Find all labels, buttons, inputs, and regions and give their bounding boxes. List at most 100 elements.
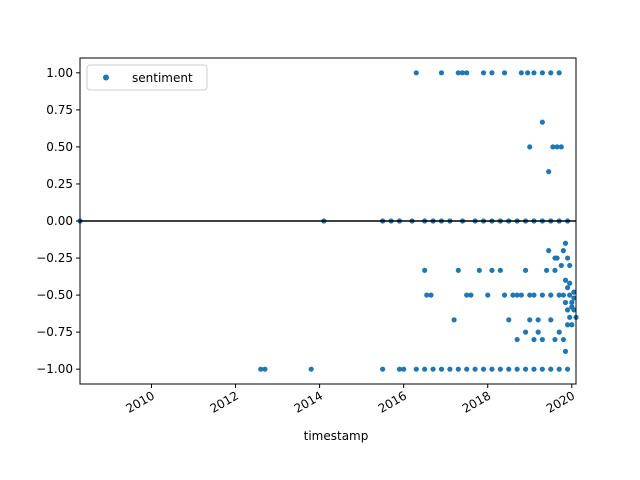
legend-box: [86, 64, 208, 91]
data-point: [497, 366, 503, 372]
data-point: [380, 366, 386, 372]
data-point: [562, 240, 569, 246]
data-point: [472, 366, 478, 372]
data-point: [506, 317, 512, 323]
data-point: [489, 267, 495, 273]
data-point: [554, 255, 560, 261]
data-point: [497, 267, 503, 273]
data-point: [535, 317, 541, 323]
y-tick-label: 0.75: [46, 103, 73, 117]
x-axis: 2010 2012 2014 2016 2018 2020: [124, 384, 577, 416]
data-point: [489, 70, 495, 76]
data-point: [468, 292, 474, 298]
data-point: [560, 248, 566, 254]
data-point: [501, 292, 508, 298]
data-point: [485, 292, 491, 298]
x-tick-label: 2010: [124, 388, 157, 415]
data-point: [539, 292, 545, 298]
legend-marker: [103, 74, 109, 81]
data-point: [447, 366, 453, 372]
x-tick-label: 2016: [376, 388, 409, 415]
data-point: [531, 70, 537, 76]
data-point: [558, 144, 564, 150]
data-point: [567, 292, 573, 298]
y-tick-label: −0.75: [36, 325, 73, 339]
data-point: [562, 348, 569, 354]
y-tick-label: −0.50: [36, 288, 73, 302]
data-point: [535, 329, 541, 335]
data-point: [422, 366, 428, 372]
data-point: [424, 292, 430, 298]
data-point: [556, 329, 562, 335]
data-point: [262, 366, 268, 372]
data-point: [518, 292, 524, 298]
data-point: [562, 299, 569, 306]
legend-label: sentiment: [132, 71, 193, 85]
data-point: [522, 329, 529, 335]
data-point: [422, 267, 428, 273]
data-point: [401, 366, 407, 372]
x-tick-label: 2020: [544, 388, 577, 415]
data-point: [522, 366, 529, 372]
data-point: [531, 292, 537, 298]
x-axis-label: timestamp: [304, 429, 369, 443]
data-point: [489, 366, 495, 372]
data-point: [430, 366, 436, 372]
data-point: [522, 267, 529, 273]
x-tick-label: 2012: [208, 388, 241, 415]
data-point: [527, 317, 533, 323]
data-point: [501, 70, 508, 76]
data-point: [560, 292, 566, 298]
data-point: [258, 366, 264, 372]
data-point: [539, 366, 545, 372]
y-tick-label: 1.00: [46, 66, 73, 80]
data-point: [531, 336, 537, 343]
data-point: [571, 295, 577, 301]
data-point: [455, 366, 461, 372]
data-point: [546, 248, 552, 254]
x-tick-label: 2014: [292, 388, 325, 415]
data-point: [571, 289, 577, 295]
y-tick-label: −1.00: [36, 362, 73, 376]
data-point: [564, 285, 571, 291]
data-point: [531, 366, 537, 372]
y-axis: 1.00 0.75 0.50 0.25 0.00 −0.25 −0.50 −0.75 −1.00: [36, 66, 80, 376]
data-point: [569, 322, 575, 328]
data-point: [413, 366, 419, 372]
data-point: [464, 70, 470, 76]
legend: sentiment: [86, 64, 208, 91]
data-point: [569, 304, 575, 310]
data-point: [438, 70, 445, 76]
data-point: [558, 262, 564, 269]
x-tick-label: 2018: [460, 388, 493, 415]
data-point: [548, 292, 554, 298]
data-point: [413, 70, 419, 76]
points-layer: [77, 70, 579, 372]
data-point: [560, 336, 566, 343]
data-point: [464, 292, 470, 298]
data-point: [459, 70, 466, 76]
data-point: [476, 267, 482, 273]
data-point: [514, 292, 520, 298]
data-point: [569, 299, 575, 306]
data-point: [464, 366, 470, 372]
data-point: [527, 292, 533, 298]
data-point: [548, 317, 554, 323]
y-tick-label: −0.25: [36, 251, 73, 265]
data-point: [539, 336, 545, 343]
data-point: [527, 144, 533, 150]
data-point: [556, 366, 562, 372]
data-point: [548, 366, 554, 372]
data-point: [567, 314, 573, 320]
data-point: [564, 307, 571, 313]
data-point: [480, 366, 487, 372]
data-point: [543, 267, 550, 273]
data-point: [514, 336, 520, 343]
data-point: [548, 70, 554, 76]
y-tick-label: 0.00: [46, 214, 73, 228]
data-point: [518, 70, 524, 76]
data-point: [539, 70, 545, 76]
data-point: [567, 280, 573, 286]
data-point: [550, 144, 556, 150]
